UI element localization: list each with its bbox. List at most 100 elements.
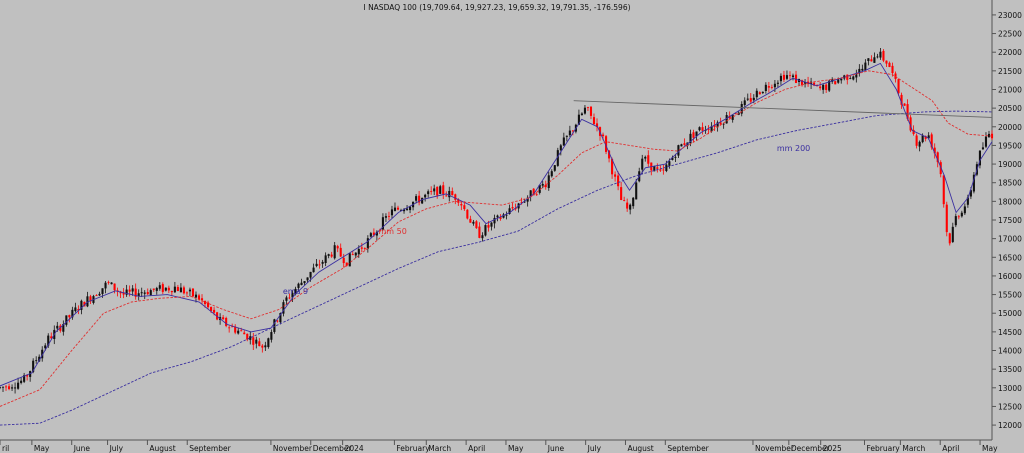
candle-body — [258, 341, 261, 347]
candle-body — [354, 252, 357, 256]
candle-body — [966, 197, 969, 205]
candle-body — [267, 338, 270, 348]
candle-body — [318, 264, 321, 266]
candle-body — [526, 197, 529, 202]
candle-body — [47, 335, 50, 346]
candle-body — [433, 188, 436, 192]
candle-body — [532, 188, 535, 196]
candle-body — [550, 171, 553, 177]
candle-body — [933, 147, 936, 154]
y-tick-label: 22000 — [998, 48, 1022, 57]
x-tick-label: May — [508, 444, 524, 453]
candle-body — [981, 147, 985, 150]
candle-body — [161, 284, 164, 292]
candle-body — [484, 225, 487, 236]
candle-body — [185, 292, 188, 294]
candle-body — [32, 360, 35, 372]
y-tick-label: 18500 — [998, 179, 1022, 188]
candle-body — [231, 326, 234, 328]
candle-body — [264, 345, 267, 348]
candle-body — [324, 255, 327, 264]
y-axis: 12000 12500 13000 13500 14000 14500 15000 15500… — [992, 11, 1022, 430]
candle-body — [285, 297, 288, 301]
candle-body — [601, 134, 605, 137]
candle-body — [623, 200, 626, 201]
candle-body — [689, 133, 692, 144]
x-tick-label: May — [34, 444, 50, 453]
candle-body — [885, 60, 888, 64]
candle-body — [921, 135, 924, 143]
candle-body — [179, 287, 182, 293]
trendline — [573, 100, 993, 118]
candle-body — [396, 207, 400, 210]
candle-body — [158, 285, 161, 289]
candle-body — [460, 204, 463, 206]
candle-body — [608, 150, 611, 159]
candle-body — [14, 387, 17, 389]
candle-body — [95, 295, 98, 296]
candle-body — [791, 75, 795, 78]
x-tick-label: April — [942, 444, 959, 453]
candle-body — [360, 247, 363, 249]
candle-body — [315, 263, 318, 267]
candle-body — [568, 130, 571, 136]
candle-body — [888, 62, 891, 67]
y-tick-label: 12500 — [998, 402, 1022, 411]
candle-body — [418, 195, 421, 203]
candle-body — [656, 167, 659, 169]
candle-body — [620, 187, 623, 201]
y-tick-label: 22500 — [998, 30, 1022, 39]
candle-body — [113, 283, 116, 291]
candle-body — [508, 208, 511, 214]
series-annotation: mm 50 — [378, 227, 406, 236]
candle-body — [101, 288, 104, 294]
candle-body — [35, 360, 38, 362]
candle-body — [478, 226, 481, 238]
candle-body — [794, 74, 798, 83]
candle-body — [279, 313, 282, 323]
candle-body — [969, 190, 972, 197]
candle-body — [170, 290, 173, 293]
candle-body — [671, 157, 674, 160]
candle-body — [589, 106, 593, 116]
candle-body — [779, 75, 782, 82]
candle-body — [499, 217, 502, 219]
candle-body — [837, 79, 840, 83]
y-tick-label: 15500 — [998, 291, 1022, 300]
candle-body — [249, 336, 252, 340]
candle-body — [960, 212, 963, 217]
candle-body — [469, 218, 472, 223]
candle-body — [800, 80, 804, 86]
candle-body — [261, 345, 264, 348]
candle-body — [629, 204, 632, 210]
candle-body — [496, 215, 499, 218]
candle-body — [330, 254, 333, 257]
x-tick-label: May — [982, 444, 998, 453]
candle-body — [228, 327, 231, 329]
x-tick-label: July — [109, 444, 124, 453]
candle-body — [194, 294, 198, 298]
candle-body — [481, 235, 484, 239]
candle-body — [65, 315, 68, 325]
candle-body — [128, 289, 131, 292]
candle-body — [626, 202, 629, 209]
candle-body — [556, 150, 559, 166]
candle-body — [674, 156, 677, 158]
candle-body — [864, 62, 867, 71]
candle-body — [924, 136, 927, 139]
candle-body — [665, 164, 668, 172]
candle-body — [83, 301, 86, 307]
candle-body — [167, 287, 170, 291]
y-tick-label: 16500 — [998, 253, 1022, 262]
candle-body — [719, 122, 722, 125]
candle-body — [846, 74, 849, 80]
candle-body — [393, 207, 397, 211]
candle-body — [906, 104, 909, 119]
candle-body — [378, 230, 381, 232]
candle-body — [206, 302, 210, 308]
candle-body — [972, 174, 975, 192]
candle-body — [77, 309, 80, 311]
candle-body — [644, 156, 647, 159]
